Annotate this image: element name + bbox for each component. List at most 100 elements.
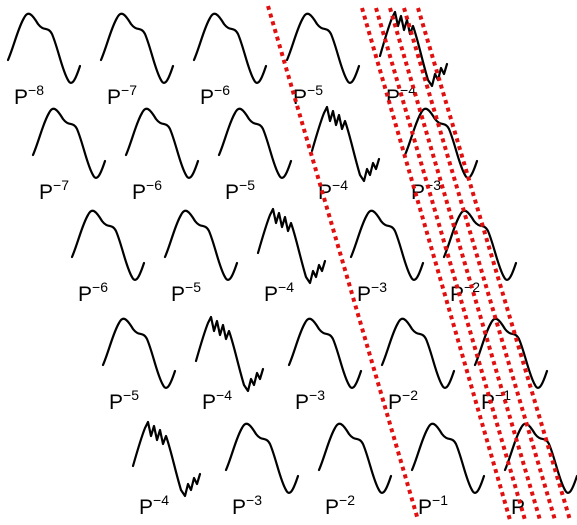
power-label: P−5 (109, 387, 139, 414)
waveform-cell-r2-c4: P−4 (310, 105, 381, 204)
label-base: P (295, 391, 309, 414)
noisy-waveform (310, 105, 381, 183)
dashed-guide-lines (266, 5, 572, 521)
smooth-waveform (287, 317, 363, 389)
label-base: P (357, 283, 371, 306)
label-exponent: −7 (121, 82, 137, 98)
label-exponent: −6 (214, 82, 230, 98)
power-label: P−5 (225, 177, 255, 204)
label-exponent: −3 (246, 492, 262, 508)
waveform-cell-r4-c1: P−5 (101, 317, 177, 414)
power-label: P−5 (293, 82, 323, 109)
label-exponent: −6 (92, 279, 108, 295)
waveform-cell-r1-c2: P−7 (99, 12, 175, 109)
label-base: P (109, 391, 123, 414)
noisy-waveform (131, 420, 202, 498)
label-exponent: −3 (425, 177, 441, 193)
waveform-cell-r4-c4: P−2 (380, 317, 456, 414)
power-label: P−3 (232, 492, 262, 519)
label-exponent: −2 (402, 387, 418, 403)
label-base: P (200, 86, 214, 109)
label-base: P (78, 283, 92, 306)
power-label: P−3 (357, 279, 387, 306)
smooth-waveform (31, 107, 107, 179)
waveform-cell-r2-c3: P−5 (217, 107, 293, 204)
label-base: P (386, 86, 400, 109)
dashed-guide-line-5 (402, 7, 557, 521)
power-label: P−7 (107, 82, 137, 109)
power-label: P−4 (318, 177, 348, 204)
waveform-cell-r3-c1: P−6 (70, 209, 146, 306)
label-base: P (225, 181, 239, 204)
waveform-cell-r2-c2: P−6 (124, 107, 200, 204)
label-base: P (139, 496, 153, 519)
waveform-cell-r1-c4: P−5 (285, 12, 361, 109)
waveform-cell-r1-c3: P−6 (192, 12, 268, 109)
waveform-cell-r4-c2: P−4 (194, 315, 265, 414)
smooth-waveform (124, 107, 200, 179)
waveform-cell-r5-c4: P−1 (410, 422, 486, 519)
smooth-waveform (317, 422, 393, 494)
power-label: P−3 (411, 177, 441, 204)
label-base: P (107, 86, 121, 109)
label-base: P (264, 283, 278, 306)
label-exponent: −3 (309, 387, 325, 403)
smooth-waveform (224, 422, 300, 494)
smooth-waveform (285, 12, 361, 84)
waveform-cell-r1-c1: P−8 (6, 12, 82, 109)
power-label: P−4 (139, 492, 169, 519)
label-base: P (39, 181, 53, 204)
power-label: P−6 (78, 279, 108, 306)
power-label: P−4 (202, 387, 232, 414)
smooth-waveform (6, 12, 82, 84)
waveform-cell-r3-c4: P−3 (349, 209, 425, 306)
noisy-waveform (256, 207, 327, 285)
smooth-waveform (163, 209, 239, 281)
label-exponent: −5 (123, 387, 139, 403)
label-exponent: −4 (278, 279, 294, 295)
waveform-cell-r5-c1: P−4 (131, 420, 202, 519)
label-base: P (202, 391, 216, 414)
label-exponent: −6 (146, 177, 162, 193)
dashed-guide-line-6 (416, 7, 572, 521)
label-base: P (132, 181, 146, 204)
label-exponent: −2 (339, 492, 355, 508)
power-label: P−7 (39, 177, 69, 204)
power-label: P−8 (14, 82, 44, 109)
dashed-guide-line-4 (388, 7, 542, 521)
smooth-waveform (217, 107, 293, 179)
power-label: P−3 (295, 387, 325, 414)
label-exponent: −3 (371, 279, 387, 295)
noisy-waveform (378, 10, 449, 88)
label-exponent: −5 (307, 82, 323, 98)
power-label: P−2 (325, 492, 355, 519)
power-label: P−4 (264, 279, 294, 306)
waveform-cell-r2-c1: P−7 (31, 107, 107, 204)
smooth-waveform (403, 107, 479, 179)
smooth-waveform (380, 317, 456, 389)
label-exponent: −5 (185, 279, 201, 295)
label-exponent: −7 (53, 177, 69, 193)
dashed-guide-line-3 (374, 7, 527, 521)
label-exponent: −1 (432, 492, 448, 508)
label-exponent: −5 (239, 177, 255, 193)
power-label: P−6 (132, 177, 162, 204)
power-label: P−6 (200, 82, 230, 109)
waveform-cell-r5-c3: P−2 (317, 422, 393, 519)
label-exponent: −4 (216, 387, 232, 403)
power-label: P−1 (418, 492, 448, 519)
waveform-grid: P−8 P−7 P−6 P−5 P−4P−7 P−6 P−5 P−4 P−3P−6 P−5 P−4 P… (6, 10, 577, 519)
smooth-waveform (349, 209, 425, 281)
label-base: P (388, 391, 402, 414)
power-label: P−2 (388, 387, 418, 414)
label-base: P (293, 86, 307, 109)
waveform-cell-r5-c2: P−3 (224, 422, 300, 519)
label-base: P (14, 86, 28, 109)
label-base: P (232, 496, 246, 519)
label-exponent: −8 (28, 82, 44, 98)
noisy-waveform (194, 315, 265, 393)
waveform-cell-r4-c3: P−3 (287, 317, 363, 414)
label-base: P (418, 496, 432, 519)
dashed-guide-line-2 (360, 7, 512, 521)
